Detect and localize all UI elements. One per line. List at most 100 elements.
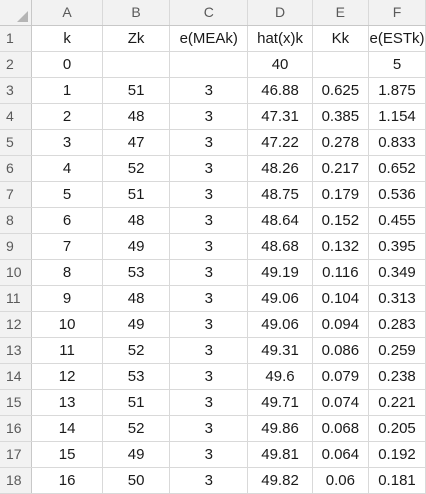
cell-c[interactable]: 3 [169,233,249,260]
cell-e[interactable]: 0.079 [312,363,369,390]
cell-f[interactable]: 0.536 [368,181,426,208]
cell-a[interactable]: 14 [31,415,104,442]
cell-a[interactable]: 7 [31,233,104,260]
cell-f[interactable]: 0.259 [368,337,426,364]
row-header[interactable]: 8 [0,207,33,234]
row-header[interactable]: 4 [0,103,33,130]
select-all-corner[interactable] [0,0,33,26]
row-header[interactable]: 10 [0,259,33,286]
cell-c[interactable]: 3 [169,103,249,130]
cell-a[interactable]: 12 [31,363,104,390]
cell-f[interactable]: 0.238 [368,363,426,390]
cell-a[interactable]: k [31,25,104,52]
row-header[interactable]: 14 [0,363,33,390]
cell-a[interactable]: 9 [31,285,104,312]
cell-b[interactable]: 48 [102,285,171,312]
cell-e[interactable] [312,51,369,78]
cell-f[interactable]: 0.181 [368,467,426,494]
cell-b[interactable]: Zk [102,25,171,52]
cell-d[interactable]: 47.22 [247,129,313,156]
cell-d[interactable]: 49.06 [247,311,313,338]
cell-f[interactable]: e(ESTk) [368,25,426,52]
cell-b[interactable]: 51 [102,389,171,416]
cell-d[interactable]: 48.75 [247,181,313,208]
cell-d[interactable]: 49.82 [247,467,313,494]
cell-a[interactable]: 2 [31,103,104,130]
row-header[interactable]: 6 [0,155,33,182]
cell-b[interactable]: 52 [102,155,171,182]
cell-d[interactable]: 48.64 [247,207,313,234]
cell-b[interactable]: 49 [102,233,171,260]
cell-c[interactable]: 3 [169,467,249,494]
cell-b[interactable]: 48 [102,103,171,130]
row-header[interactable]: 1 [0,25,33,52]
row-header[interactable]: 3 [0,77,33,104]
cell-e[interactable]: 0.385 [312,103,369,130]
cell-b[interactable]: 52 [102,337,171,364]
cell-e[interactable]: 0.179 [312,181,369,208]
cell-c[interactable]: 3 [169,415,249,442]
cell-f[interactable]: 0.205 [368,415,426,442]
cell-d[interactable]: 48.68 [247,233,313,260]
cell-f[interactable]: 1.154 [368,103,426,130]
cell-a[interactable]: 13 [31,389,104,416]
cell-d[interactable]: 47.31 [247,103,313,130]
cell-d[interactable]: 49.06 [247,285,313,312]
cell-d[interactable]: 46.88 [247,77,313,104]
cell-d[interactable]: 49.6 [247,363,313,390]
column-header-b[interactable]: B [102,0,171,26]
cell-f[interactable]: 0.455 [368,207,426,234]
cell-b[interactable]: 48 [102,207,171,234]
cell-b[interactable]: 49 [102,441,171,468]
cell-d[interactable]: 49.81 [247,441,313,468]
cell-e[interactable]: 0.625 [312,77,369,104]
cell-b[interactable]: 51 [102,181,171,208]
cell-c[interactable]: 3 [169,129,249,156]
cell-b[interactable]: 47 [102,129,171,156]
cell-f[interactable]: 5 [368,51,426,78]
cell-f[interactable]: 0.313 [368,285,426,312]
cell-d[interactable]: 48.26 [247,155,313,182]
cell-c[interactable]: 3 [169,259,249,286]
cell-c[interactable]: 3 [169,181,249,208]
cell-c[interactable]: 3 [169,441,249,468]
cell-e[interactable]: 0.086 [312,337,369,364]
cell-d[interactable]: 49.71 [247,389,313,416]
cell-f[interactable]: 0.221 [368,389,426,416]
row-header[interactable]: 7 [0,181,33,208]
cell-b[interactable]: 49 [102,311,171,338]
cell-f[interactable]: 0.192 [368,441,426,468]
column-header-a[interactable]: A [31,0,104,26]
cell-e[interactable]: 0.068 [312,415,369,442]
cell-b[interactable] [102,51,171,78]
cell-b[interactable]: 52 [102,415,171,442]
row-header[interactable]: 9 [0,233,33,260]
cell-a[interactable]: 8 [31,259,104,286]
cell-a[interactable]: 11 [31,337,104,364]
cell-c[interactable]: 3 [169,363,249,390]
cell-f[interactable]: 0.283 [368,311,426,338]
cell-e[interactable]: 0.094 [312,311,369,338]
cell-c[interactable]: 3 [169,155,249,182]
cell-e[interactable]: 0.132 [312,233,369,260]
row-header[interactable]: 18 [0,467,33,494]
cell-e[interactable]: 0.064 [312,441,369,468]
cell-c[interactable]: 3 [169,207,249,234]
cell-c[interactable]: 3 [169,77,249,104]
cell-a[interactable]: 3 [31,129,104,156]
cell-f[interactable]: 0.833 [368,129,426,156]
cell-c[interactable]: 3 [169,285,249,312]
cell-c[interactable] [169,51,249,78]
cell-b[interactable]: 53 [102,363,171,390]
row-header[interactable]: 11 [0,285,33,312]
cell-e[interactable]: 0.217 [312,155,369,182]
cell-a[interactable]: 0 [31,51,104,78]
cell-a[interactable]: 1 [31,77,104,104]
cell-e[interactable]: 0.074 [312,389,369,416]
cell-f[interactable]: 1.875 [368,77,426,104]
cell-d[interactable]: 40 [247,51,313,78]
cell-d[interactable]: 49.31 [247,337,313,364]
cell-b[interactable]: 50 [102,467,171,494]
cell-f[interactable]: 0.349 [368,259,426,286]
cell-e[interactable]: 0.152 [312,207,369,234]
